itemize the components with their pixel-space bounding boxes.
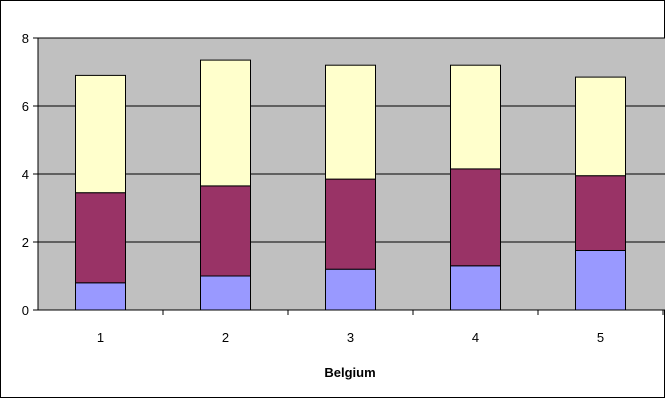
x-tick-label: 5 <box>597 330 604 345</box>
bars-group <box>75 59 626 311</box>
bar-segment-s2-c3 <box>325 178 376 270</box>
bar-segment-s2-c1 <box>75 192 126 284</box>
x-tick-label: 4 <box>472 330 479 345</box>
bar-segment-s2-c2 <box>200 185 251 277</box>
axes <box>33 37 665 315</box>
y-tick-label: 4 <box>22 167 29 182</box>
bar-segment-s3-c2 <box>200 59 251 187</box>
bar-segment-s3-c5 <box>575 76 626 177</box>
x-tick-label: 2 <box>222 330 229 345</box>
x-tick-label: 3 <box>347 330 354 345</box>
bar-segment-s1-c2 <box>200 275 251 311</box>
bar-segment-s3-c4 <box>450 64 501 170</box>
y-tick-label: 6 <box>22 99 29 114</box>
bar-segment-s3-c3 <box>325 64 376 180</box>
tick-labels: 0 2 4 6 8 1 2 3 4 5 <box>22 31 604 345</box>
bar-segment-s2-c5 <box>575 175 626 251</box>
bar-segment-s1-c5 <box>575 250 626 311</box>
y-tick-label: 8 <box>22 31 29 46</box>
bar-segment-s3-c1 <box>75 74 126 194</box>
x-axis-title: Belgium <box>324 365 375 380</box>
bar-segment-s1-c3 <box>325 268 376 311</box>
y-tick-label: 0 <box>22 303 29 318</box>
bar-segment-s1-c4 <box>450 265 501 311</box>
y-tick-label: 2 <box>22 235 29 250</box>
x-tick-label: 1 <box>97 330 104 345</box>
bar-segment-s2-c4 <box>450 168 501 267</box>
bar-segment-s1-c1 <box>75 282 126 311</box>
